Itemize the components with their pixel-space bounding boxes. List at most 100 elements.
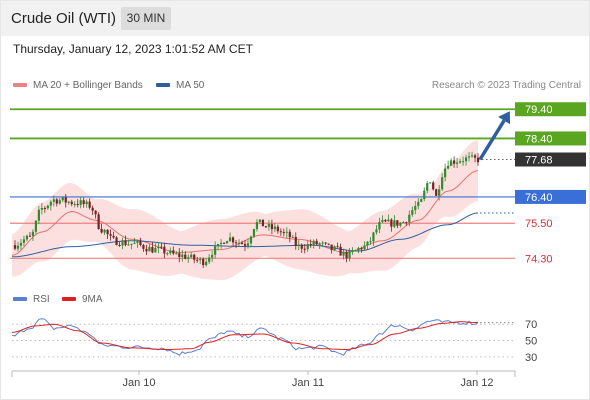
candle-body <box>378 221 381 230</box>
candle-body <box>163 246 166 254</box>
candle-body <box>324 242 327 244</box>
candle-body <box>205 261 208 266</box>
candle-body <box>258 219 262 223</box>
candle-body <box>381 219 384 222</box>
candle-body <box>357 247 360 251</box>
candle-body <box>294 236 297 247</box>
candle-body <box>309 244 312 246</box>
candle-body <box>330 244 333 250</box>
legend-ma50: MA 50 <box>156 80 204 91</box>
projection-arrow-head <box>498 111 511 125</box>
candle-body <box>136 241 139 243</box>
candle-body <box>121 240 124 246</box>
chart-header: Crude Oil (WTI) 30 MIN <box>0 0 590 36</box>
candle-body <box>375 229 378 233</box>
rsi-tick-label: 70 <box>525 319 537 331</box>
candle-body <box>70 201 73 205</box>
candle-body <box>252 229 256 237</box>
candle-body <box>249 236 253 244</box>
candle-body <box>306 244 309 250</box>
candle-body <box>25 235 29 240</box>
candle-body <box>52 199 55 202</box>
candle-body <box>28 235 32 237</box>
candle-body <box>175 253 178 255</box>
candle-body <box>420 199 423 202</box>
candle-body <box>196 259 199 261</box>
candle-body <box>318 243 321 245</box>
candle-body <box>166 253 169 255</box>
candle-body <box>387 219 390 222</box>
candle-body <box>73 204 76 206</box>
candle-body <box>303 248 306 250</box>
candle-body <box>49 201 52 206</box>
candle-body <box>261 219 265 227</box>
candle-body <box>438 189 441 196</box>
candle-body <box>270 224 273 230</box>
candle-body <box>160 246 163 248</box>
candle-body <box>237 242 241 244</box>
candle-body <box>184 254 187 259</box>
candle-body <box>435 189 438 196</box>
candle-body <box>67 201 70 203</box>
candle-body <box>402 222 405 224</box>
candle-body <box>193 254 196 260</box>
candle-body <box>46 205 49 209</box>
candle-body <box>64 197 67 203</box>
candle-body <box>399 222 402 226</box>
candle-body <box>312 240 315 245</box>
rsi-swatch <box>13 297 27 302</box>
candle-body <box>127 244 130 246</box>
candle-body <box>112 235 115 238</box>
candle-body <box>142 245 145 249</box>
legend-ma20-bollinger: MA 20 + Bollinger Bands <box>13 80 143 91</box>
pivot-level-tag <box>515 189 586 204</box>
candle-body <box>405 222 408 224</box>
rsi-9ma-line <box>11 321 479 350</box>
candle-body <box>282 232 285 234</box>
candle-body <box>276 226 279 232</box>
candle-body <box>390 219 393 227</box>
candle-body <box>300 244 303 249</box>
candle-body <box>217 243 220 247</box>
candle-body <box>43 207 46 209</box>
candle-body <box>202 258 205 266</box>
timestamp: Thursday, January 12, 2023 1:01:52 AM CE… <box>13 42 253 56</box>
candle-body <box>351 250 354 252</box>
candle-body <box>255 222 259 230</box>
candle-body <box>118 244 121 246</box>
candle-body <box>288 231 291 238</box>
candle-body <box>231 237 235 243</box>
rsi-tick-label: 50 <box>525 336 537 348</box>
candle-body <box>85 201 88 205</box>
candle-body <box>19 242 23 246</box>
candle-body <box>447 165 450 169</box>
instrument-title: Crude Oil (WTI) <box>11 10 116 27</box>
candle-body <box>91 207 94 211</box>
candle-body <box>246 243 250 246</box>
candle-body <box>467 156 471 158</box>
candle-body <box>369 241 372 243</box>
timeframe-badge[interactable]: 30 MIN <box>121 7 171 30</box>
candle-body <box>190 254 193 258</box>
candle-body <box>169 250 172 254</box>
projection-arrow-shaft <box>478 119 506 161</box>
candle-body <box>148 246 151 252</box>
candle-body <box>429 182 432 184</box>
candle-body <box>417 201 420 207</box>
candle-body <box>333 246 336 250</box>
candle-body <box>455 162 459 164</box>
candle-body <box>115 237 118 245</box>
ma20-swatch <box>13 83 27 88</box>
candle-body <box>240 242 244 245</box>
candle-body <box>61 197 64 201</box>
candle-body <box>97 214 100 229</box>
legend-9ma: 9MA <box>62 294 103 305</box>
research-credit: Research © 2023 Trading Central <box>431 80 581 91</box>
candle-body <box>82 200 85 205</box>
legend-label: MA 20 + Bollinger Bands <box>33 80 143 91</box>
candle-body <box>40 207 43 210</box>
candle-body <box>393 220 396 227</box>
candle-body <box>470 155 474 157</box>
candle-body <box>453 160 456 164</box>
